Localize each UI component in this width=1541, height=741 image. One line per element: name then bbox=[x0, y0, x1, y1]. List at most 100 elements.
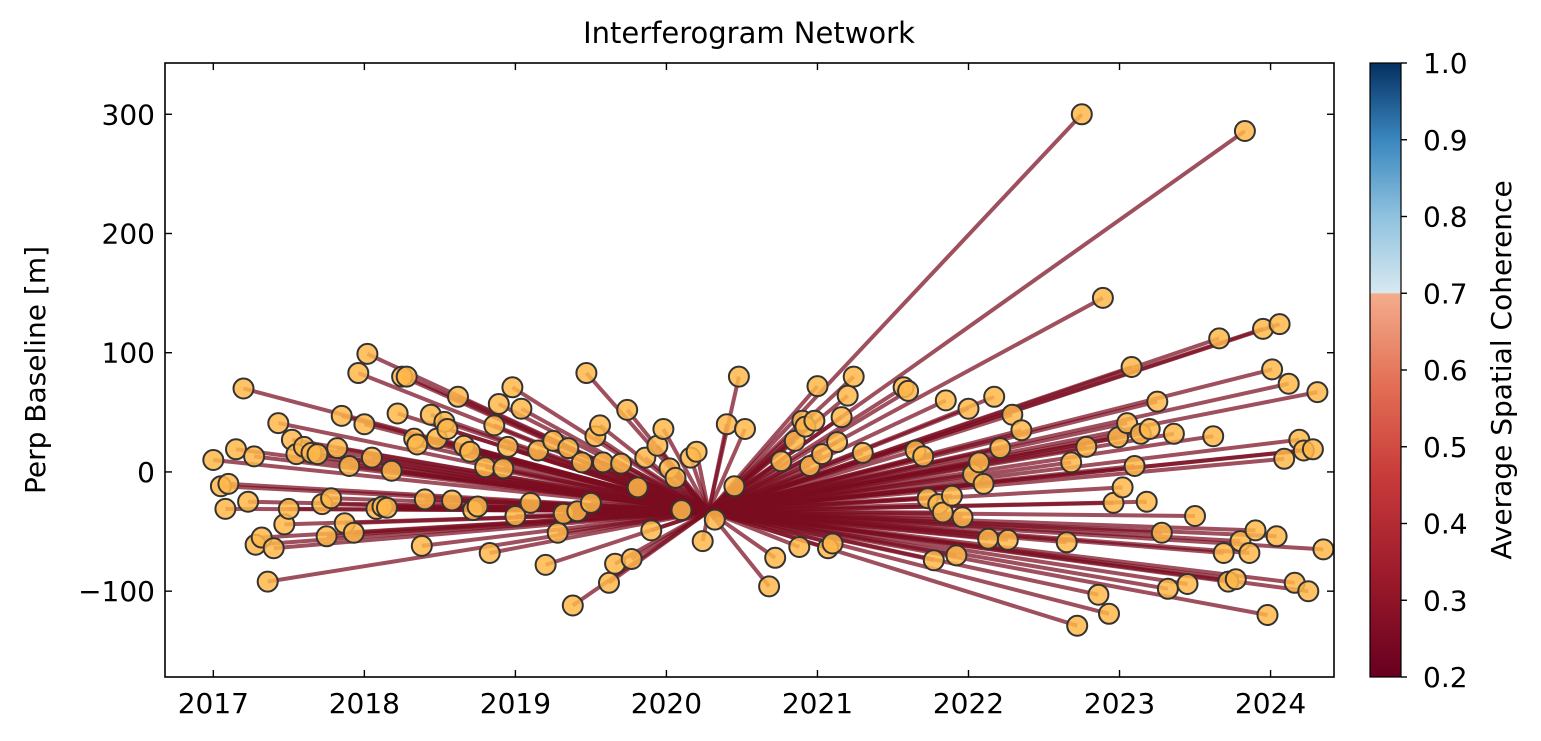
acquisition-point bbox=[968, 451, 991, 474]
acquisition-point bbox=[715, 413, 738, 436]
acquisition-point bbox=[267, 412, 290, 435]
acquisition-point bbox=[504, 505, 527, 527]
acquisition-point bbox=[380, 459, 403, 482]
acquisition-point bbox=[1176, 573, 1199, 595]
edge-line bbox=[708, 434, 1214, 514]
colorbar-ticks: 0.2 0.3 0.4 0.5 0.6 0.7 0.8 0.9 1.0 bbox=[1401, 47, 1468, 694]
acquisition-point bbox=[1244, 519, 1267, 542]
acquisition-point bbox=[1212, 542, 1235, 564]
acquisition-point bbox=[376, 496, 398, 519]
acquisition-point bbox=[1135, 490, 1158, 513]
y-tick-label: 300 bbox=[102, 98, 155, 131]
acquisition-point bbox=[277, 497, 300, 520]
chart-title: Interferogram Network bbox=[583, 16, 915, 50]
edge-line bbox=[708, 509, 1268, 617]
x-tick-label: 2021 bbox=[782, 687, 853, 720]
acquisition-point bbox=[770, 450, 793, 473]
acquisition-point bbox=[519, 491, 542, 514]
acquisition-point bbox=[406, 433, 429, 456]
acquisition-point bbox=[214, 497, 237, 520]
colorbar-tick-label: 0.2 bbox=[1423, 661, 1468, 694]
acquisition-point bbox=[1268, 313, 1291, 336]
points-layer bbox=[202, 103, 1334, 637]
acquisition-point bbox=[1162, 422, 1185, 445]
x-tick-label: 2017 bbox=[178, 687, 249, 720]
x-tick-label: 2022 bbox=[933, 687, 1004, 720]
acquisition-point bbox=[1123, 455, 1146, 477]
acquisition-point bbox=[922, 549, 945, 572]
acquisition-point bbox=[510, 397, 533, 420]
colorbar-tick-label: 0.9 bbox=[1423, 124, 1468, 157]
y-tick-label: −100 bbox=[78, 575, 155, 608]
acquisition-point bbox=[670, 499, 693, 522]
acquisition-point bbox=[466, 495, 489, 518]
acquisition-point bbox=[1312, 538, 1334, 561]
acquisition-point bbox=[1301, 438, 1324, 461]
acquisition-point bbox=[225, 438, 247, 461]
colorbar-tick-label: 0.3 bbox=[1423, 584, 1468, 617]
acquisition-point bbox=[1087, 583, 1110, 606]
acquisition-point bbox=[640, 519, 663, 542]
edge-line bbox=[708, 509, 1110, 616]
acquisition-point bbox=[360, 446, 383, 469]
acquisition-point bbox=[347, 362, 370, 384]
acquisition-point bbox=[459, 440, 482, 463]
acquisition-point bbox=[1273, 447, 1296, 470]
acquisition-point bbox=[626, 476, 649, 499]
acquisition-point bbox=[202, 449, 225, 471]
acquisition-point bbox=[934, 389, 957, 412]
edge-line bbox=[708, 367, 1273, 514]
x-tick-label: 2024 bbox=[1235, 687, 1306, 720]
acquisition-point bbox=[734, 418, 756, 440]
acquisition-point bbox=[410, 534, 433, 557]
acquisition-point bbox=[217, 472, 240, 495]
y-tick-label: 100 bbox=[102, 337, 155, 370]
acquisition-point bbox=[821, 532, 844, 555]
edge-line bbox=[707, 296, 1104, 514]
edge-line bbox=[707, 394, 995, 514]
acquisition-point bbox=[616, 398, 639, 421]
acquisition-point bbox=[561, 594, 584, 617]
acquisition-point bbox=[803, 409, 826, 432]
acquisition-point bbox=[1277, 372, 1300, 395]
edge-line bbox=[661, 428, 711, 513]
edge-line bbox=[708, 447, 1314, 514]
acquisition-point bbox=[447, 385, 469, 408]
acquisition-point bbox=[842, 365, 865, 388]
acquisition-point bbox=[395, 365, 418, 388]
acquisition-point bbox=[691, 530, 714, 553]
acquisition-point bbox=[474, 456, 497, 479]
acquisition-point bbox=[1261, 358, 1284, 381]
acquisition-point bbox=[1238, 542, 1261, 564]
acquisition-point bbox=[356, 342, 379, 365]
acquisition-point bbox=[1066, 614, 1089, 637]
edge-line bbox=[391, 468, 709, 514]
y-axis-label: Perp Baseline [m] bbox=[19, 246, 52, 494]
acquisition-point bbox=[951, 506, 974, 529]
acquisition-point bbox=[1055, 531, 1078, 554]
acquisition-point bbox=[592, 451, 614, 474]
colorbar-tick-label: 0.6 bbox=[1423, 354, 1468, 387]
edge-line bbox=[708, 509, 1078, 628]
acquisition-point bbox=[315, 525, 338, 548]
acquisition-point bbox=[806, 375, 829, 398]
acquisition-point bbox=[570, 451, 593, 474]
colorbar-tick-label: 0.7 bbox=[1423, 277, 1468, 310]
acquisition-point bbox=[945, 544, 968, 567]
edge-line bbox=[706, 428, 747, 513]
y-axis: −100 0 100 200 300 bbox=[78, 98, 1334, 608]
edge-line bbox=[708, 509, 1309, 594]
x-tick-label: 2019 bbox=[480, 687, 551, 720]
acquisition-point bbox=[338, 455, 361, 477]
acquisition-point bbox=[811, 443, 833, 466]
acquisition-point bbox=[237, 490, 260, 513]
edge-line bbox=[353, 509, 709, 535]
acquisition-point bbox=[478, 542, 501, 564]
colorbar-tick-label: 0.5 bbox=[1423, 431, 1468, 464]
acquisition-point bbox=[1202, 425, 1225, 448]
acquisition-point bbox=[758, 575, 781, 598]
acquisition-point bbox=[610, 452, 633, 475]
edge-line bbox=[708, 485, 1123, 514]
acquisition-point bbox=[496, 435, 519, 458]
acquisition-point bbox=[996, 528, 1019, 551]
